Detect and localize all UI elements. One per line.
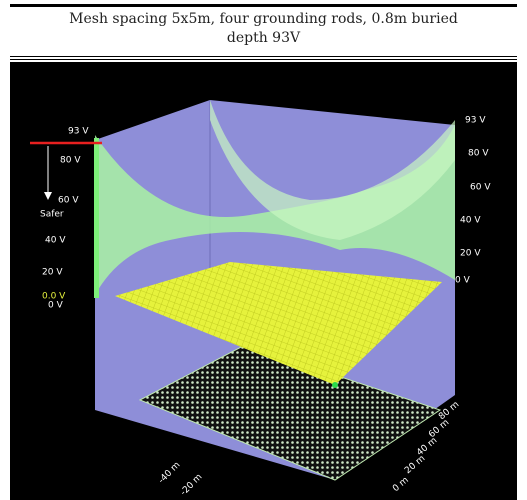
right-axis-label: 93 V xyxy=(465,116,486,126)
left-axis-label: 93 V xyxy=(68,127,89,137)
left-axis-label: 20 V xyxy=(42,268,63,278)
left-axis-label: 80 V xyxy=(60,156,81,166)
right-axis-label: 20 V xyxy=(460,249,481,259)
right-axis-label: 60 V xyxy=(470,183,491,193)
figure-caption: Mesh spacing 5x5m, four grounding rods, … xyxy=(60,10,467,48)
left-axis-label: 0 V xyxy=(48,301,64,311)
left-axis-label: 60 V xyxy=(58,196,79,206)
page: Mesh spacing 5x5m, four grounding rods, … xyxy=(0,0,527,500)
caption-rule xyxy=(10,56,517,57)
rod-edge xyxy=(94,138,99,298)
top-rule xyxy=(10,4,517,7)
right-axis-label: 80 V xyxy=(468,149,489,159)
safety-label: Safer xyxy=(40,210,64,220)
left-axis-label: 40 V xyxy=(45,236,66,246)
right-axis-label: 0 V xyxy=(455,276,471,286)
right-axis-label: 40 V xyxy=(460,216,481,226)
corner-marker xyxy=(332,382,338,388)
caption-rule xyxy=(10,59,517,60)
